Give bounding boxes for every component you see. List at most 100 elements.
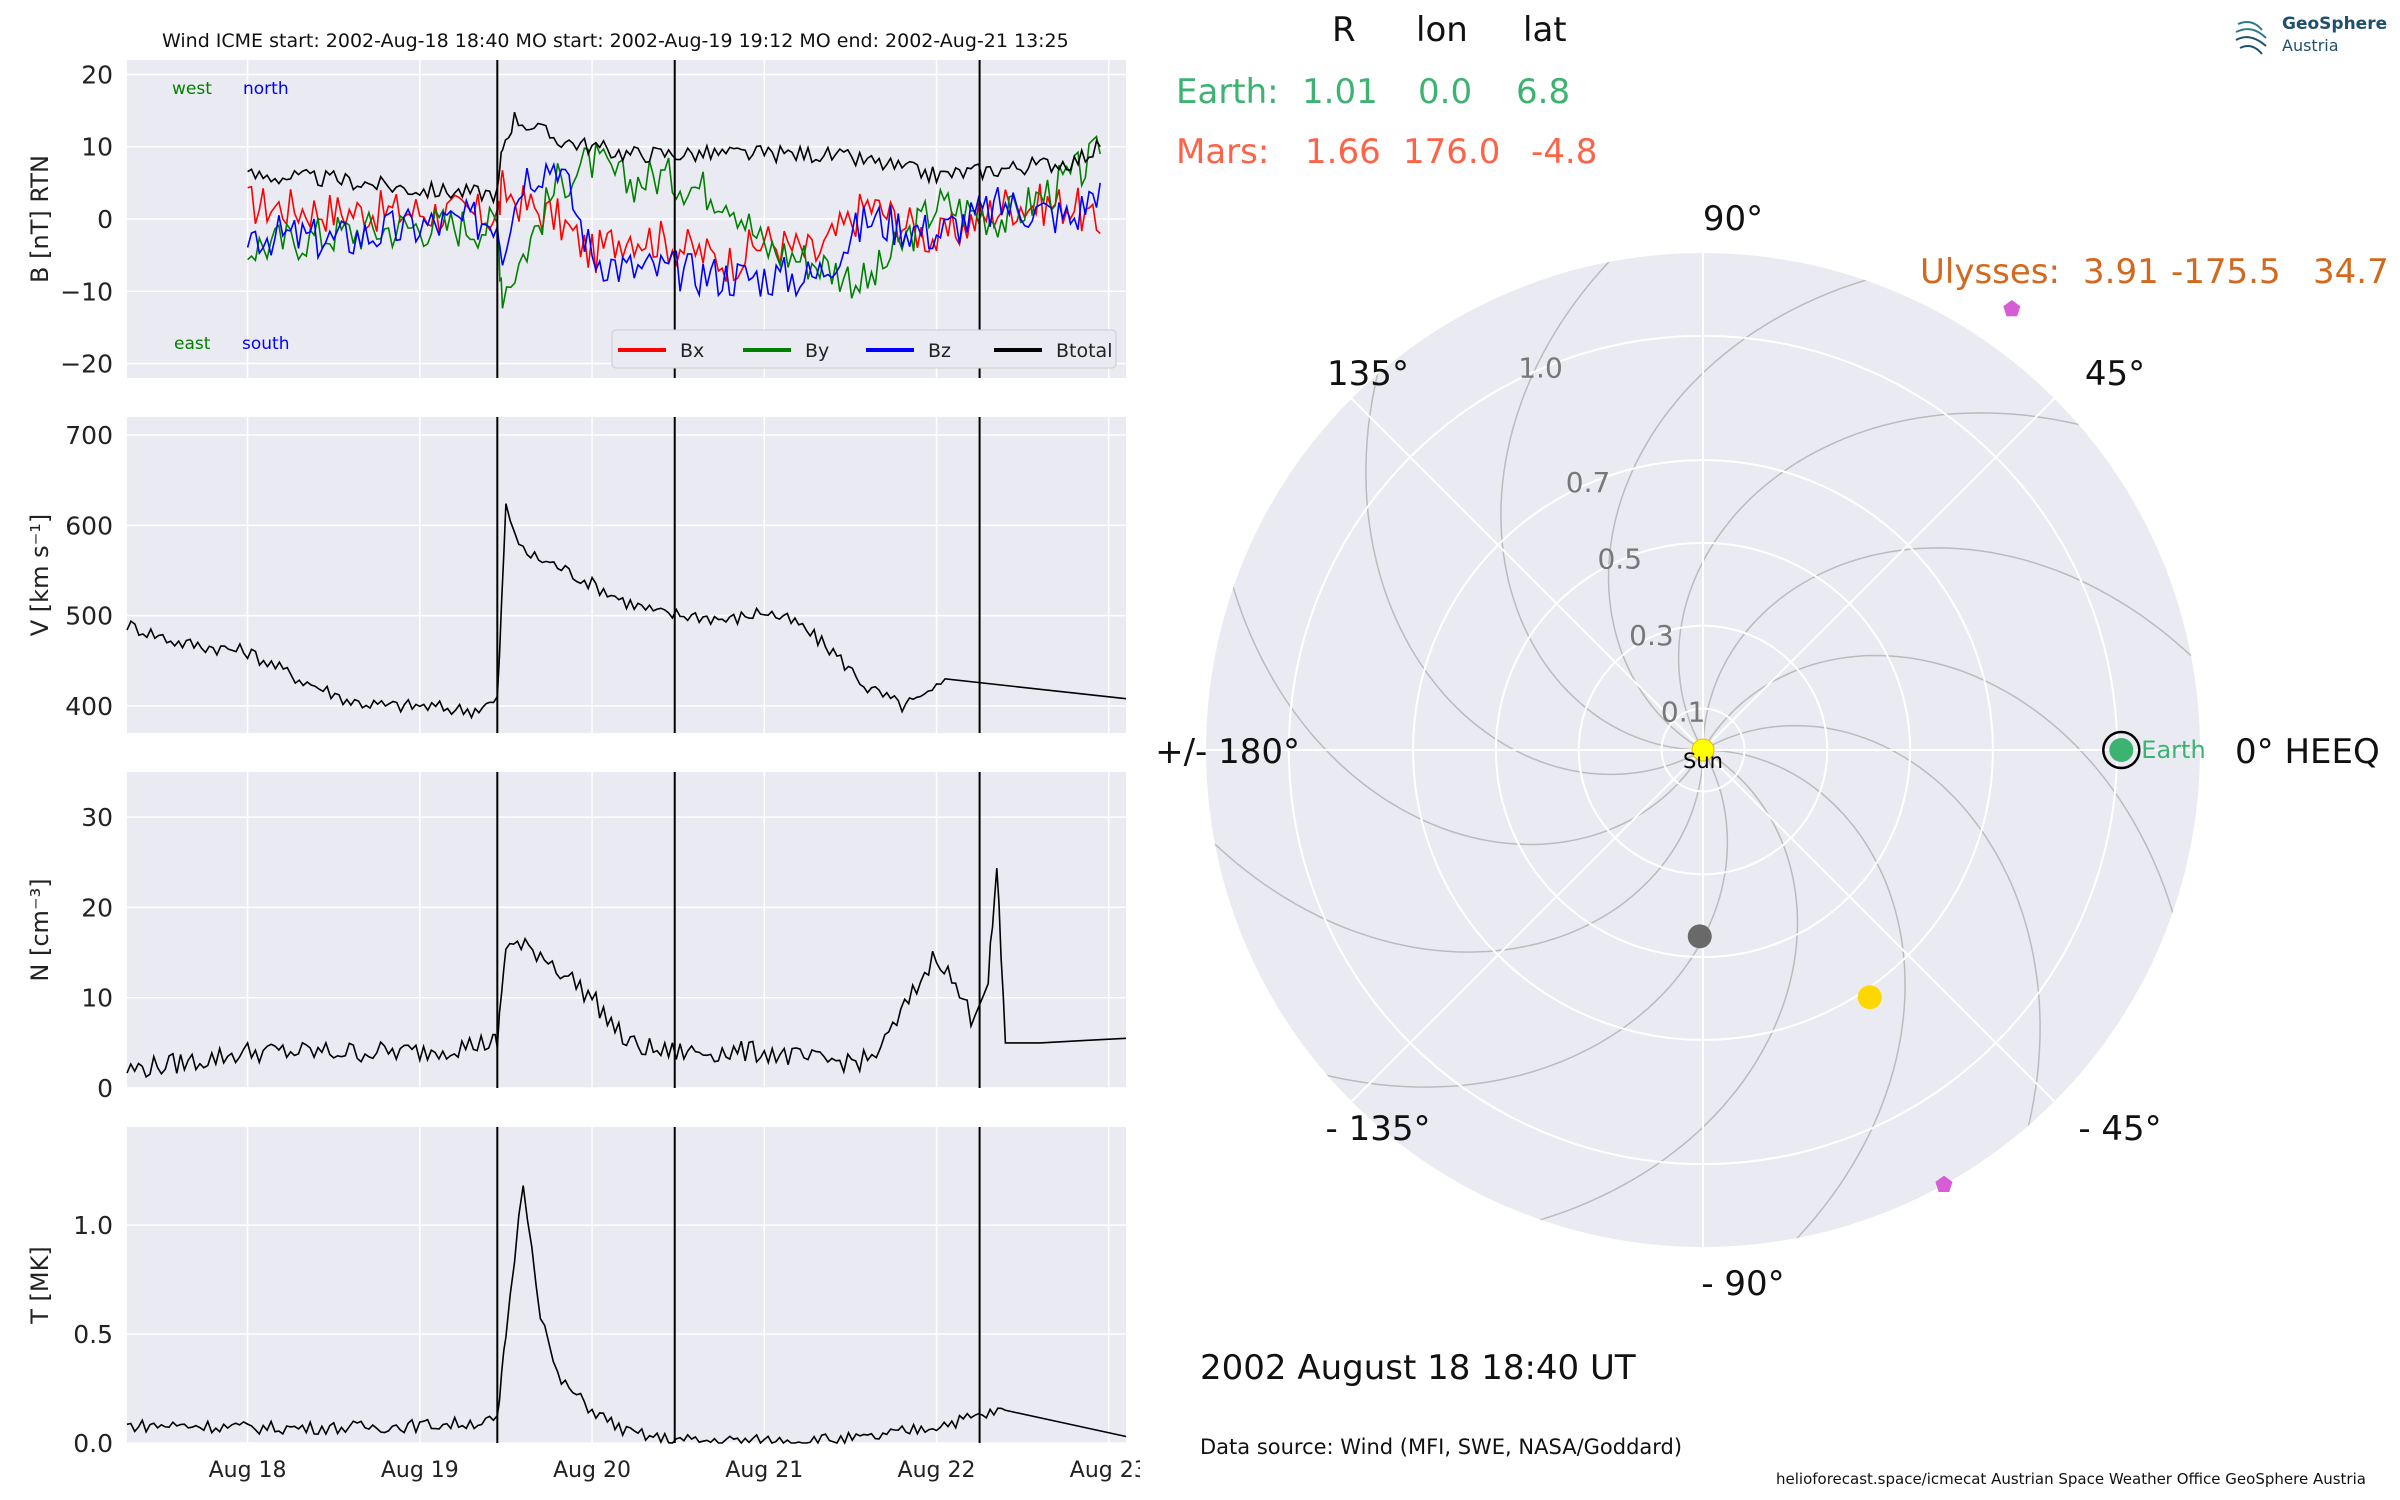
y-tick-label: 30	[81, 803, 113, 832]
angle-label: 0° HEEQ	[2235, 732, 2380, 772]
y-axis-label: V [km s⁻¹]	[26, 514, 54, 636]
x-tick-label: Aug 23	[1070, 1458, 1140, 1483]
mercury-marker	[1687, 924, 1712, 949]
series-btotal	[247, 111, 1101, 205]
col-header-lat: lat	[1523, 10, 1567, 50]
angle-gridline	[1350, 749, 1704, 1103]
spiral-line	[1677, 412, 2200, 751]
ulysses-position-name: Ulysses:	[1920, 252, 2060, 292]
legend-label: Bz	[928, 340, 951, 362]
y-tick-label: 600	[65, 511, 113, 540]
annotation-south: south	[242, 334, 289, 354]
geosphere-logo-icon	[2235, 21, 2267, 55]
venus-marker	[1857, 985, 1882, 1010]
radius-label: 0.7	[1566, 466, 1611, 499]
angle-gridline	[1702, 749, 2056, 1103]
radius-label: 0.1	[1661, 696, 1706, 729]
parker-spirals	[1206, 253, 2200, 1247]
panel-2: 30 20 10 0 N [cm⁻³]	[26, 772, 1127, 1103]
polar-plot: 1.0 0.7 0.5 0.3 0.1 90° 45° 0° HEEQ - 45° - 90° - …	[1155, 199, 2380, 1304]
date-label: 2002 August 18 18:40 UT	[1200, 1348, 1636, 1388]
radius-circle	[1494, 541, 1912, 959]
earth-position-name: Earth:	[1176, 72, 1279, 112]
series-bz	[246, 161, 1101, 299]
panel-background	[127, 772, 1126, 1088]
y-tick-label: 400	[65, 692, 113, 721]
angle-label: - 135°	[1326, 1109, 1431, 1149]
legend: Bx By Bz Btotal	[611, 329, 1117, 369]
y-tick-label: −10	[60, 277, 113, 306]
y-tick-label: 0	[97, 205, 113, 234]
y-axis-label: N [cm⁻³]	[26, 878, 54, 981]
spiral-line	[1206, 749, 1729, 1088]
panel-1: 700 600 500 400 V [km s⁻¹]	[26, 417, 1127, 733]
ulysses-projection-marker	[1935, 1175, 1953, 1192]
y-tick-label: 10	[81, 984, 113, 1013]
spiral-line	[1211, 360, 1704, 846]
legend-label: Btotal	[1056, 340, 1112, 362]
y-tick-label: 0.5	[73, 1320, 113, 1349]
mars-position-lon: 176.0	[1403, 132, 1501, 172]
earth-ring	[2102, 730, 2141, 770]
spiral-line	[1500, 253, 1799, 751]
radius-circle	[1412, 459, 1994, 1041]
legend-label: Bx	[680, 340, 704, 362]
mars-position-R: 1.66	[1305, 132, 1381, 172]
radius-label: 0.5	[1597, 543, 1642, 576]
angle-label: - 45°	[2078, 1109, 2161, 1149]
earth-label: Earth	[2141, 736, 2205, 764]
radius-label: 1.0	[1518, 351, 1563, 384]
series-v	[126, 503, 1127, 720]
legend-box	[611, 329, 1117, 369]
ulysses-position-lon: -175.5	[2171, 252, 2281, 292]
footer-credits: helioforecast.space/icmecat Austrian Spa…	[1776, 1470, 2366, 1488]
col-header-lon: lon	[1416, 10, 1468, 50]
annotation-north: north	[243, 79, 289, 99]
panel-3: 1.0 0.5 0.0 T [MK] Aug 18 Aug 19 Aug 20 Aug 21 A…	[26, 1127, 1140, 1483]
spiral-line	[1313, 749, 1799, 1242]
spiral-line	[1702, 654, 2195, 1140]
earth-position-lat: 6.8	[1516, 72, 1571, 112]
ulysses-marker	[2003, 300, 2021, 317]
series-n	[126, 868, 1127, 1079]
annotation-east: east	[174, 334, 211, 354]
angle-label: +/- 180°	[1155, 732, 1300, 772]
logo-text-line2: Austria	[2282, 36, 2339, 55]
x-tick-label: Aug 22	[898, 1458, 976, 1483]
angle-label: 90°	[1703, 199, 1763, 239]
legend-label: By	[805, 340, 829, 362]
timeseries-figure: 20 10 0 −10 −20 B [nT] RTN west north east south B…	[26, 60, 1140, 1483]
polar-background	[1206, 253, 2200, 1247]
series-by	[247, 134, 1101, 309]
x-tick-label: Aug 20	[553, 1458, 631, 1483]
plot-title: Wind ICME start: 2002-Aug-18 18:40 MO st…	[162, 30, 1069, 52]
angle-label: - 90°	[1701, 1264, 1784, 1304]
y-axis-label: B [nT] RTN	[26, 155, 54, 283]
y-tick-label: 700	[65, 421, 113, 450]
ulysses-position-lat: 34.7	[2313, 252, 2389, 292]
mars-position-lat: -4.8	[1531, 132, 1598, 172]
y-axis-label: T [MK]	[26, 1246, 54, 1324]
col-header-R: R	[1332, 10, 1356, 50]
radius-circle	[1287, 334, 2119, 1166]
ulysses-position-R: 3.91	[2083, 252, 2159, 292]
geosphere-logo: GeoSphere Austria	[2232, 14, 2400, 62]
mars-position-name: Mars:	[1176, 132, 1270, 172]
earth-marker	[2109, 738, 2134, 762]
spiral-line	[1702, 724, 2041, 1247]
spiral-line	[1702, 547, 2200, 846]
sun-label: Sun	[1683, 749, 1723, 773]
spiral-line	[1206, 654, 1704, 953]
angle-gridline	[1350, 397, 1704, 751]
y-tick-label: 0	[97, 1074, 113, 1103]
panel-0: 20 10 0 −10 −20 B [nT] RTN west north east south B…	[26, 60, 1126, 379]
annotation-west: west	[172, 79, 212, 99]
spiral-line	[1607, 258, 2093, 751]
y-tick-label: 500	[65, 602, 113, 631]
spiral-line	[1365, 253, 1704, 776]
series-t	[126, 1185, 1127, 1445]
y-tick-label: 20	[81, 60, 113, 89]
spiral-line	[1607, 749, 1906, 1247]
y-tick-label: 0.0	[73, 1429, 113, 1458]
sun-marker	[1691, 738, 1715, 762]
